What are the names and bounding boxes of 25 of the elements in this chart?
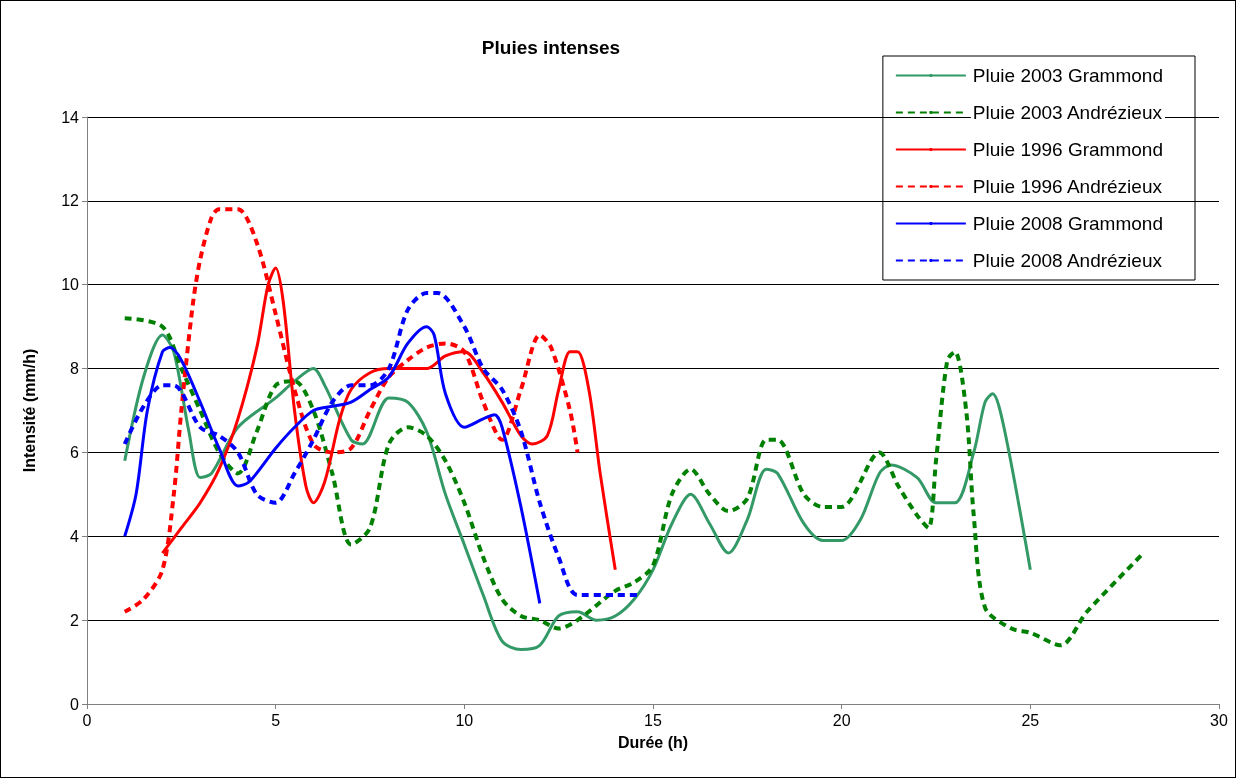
legend-label: Pluie 2008 Andrézieux [972,250,1163,271]
legend-label: Pluie 1996 Andrézieux [972,176,1163,197]
x-tick-label: 5 [271,711,281,729]
line-series [123,333,1032,651]
x-tick-label: 15 [644,711,662,729]
x-tick-label: 10 [455,711,474,729]
y-tick-label: 4 [70,527,80,545]
legend-label: Pluie 1996 Grammond [972,139,1163,160]
y-tick-label: 14 [61,108,80,126]
legend-label: Pluie 2003 Grammond [972,65,1163,86]
x-tick-label: 20 [832,711,851,729]
y-tick-label: 12 [61,192,80,210]
y-tick-label: 10 [61,276,80,294]
y-tick-label: 8 [70,360,80,378]
x-tick-label: 25 [1021,711,1040,729]
y-tick-label: 2 [70,611,80,629]
legend-label: Pluie 2008 Grammond [972,213,1163,234]
y-tick-label: 0 [70,695,80,713]
x-tick-label: 0 [82,711,92,729]
legend-label: Pluie 2003 Andrézieux [972,102,1163,123]
y-axis-title: Intensité (mm/h) [20,348,38,473]
x-axis-title: Durée (h) [617,733,689,751]
y-tick-label: 6 [70,443,80,461]
x-tick-label: 30 [1210,711,1228,729]
chart-title: Pluies intenses [481,37,621,58]
